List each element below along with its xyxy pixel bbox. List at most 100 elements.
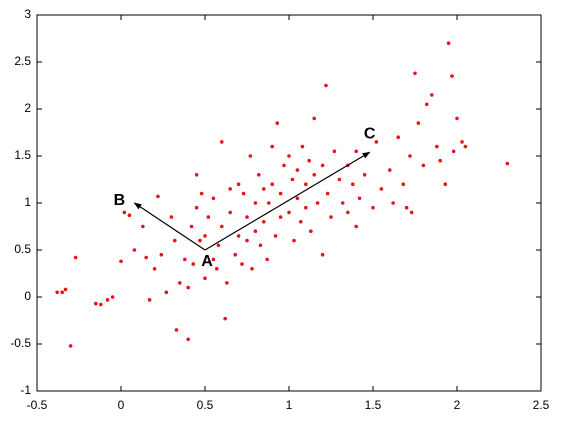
point — [413, 71, 417, 76]
point — [388, 168, 392, 172]
point — [329, 215, 333, 219]
y-tick-label: 1.5 — [14, 148, 31, 162]
point — [220, 140, 224, 144]
point — [421, 163, 426, 168]
point — [351, 182, 355, 186]
point — [211, 257, 216, 262]
point — [435, 144, 439, 149]
point — [267, 201, 271, 205]
point — [73, 255, 78, 260]
point — [408, 154, 412, 158]
point — [178, 281, 182, 285]
point — [362, 173, 367, 177]
point — [265, 257, 269, 262]
point — [152, 267, 157, 271]
point — [320, 163, 325, 168]
point — [273, 234, 278, 238]
x-tick-label: 0 — [118, 398, 125, 412]
point — [141, 224, 145, 229]
y-tick-label: 2 — [24, 101, 31, 115]
point — [169, 215, 174, 219]
point — [214, 267, 219, 271]
point — [409, 210, 414, 215]
point — [105, 298, 110, 302]
point — [253, 229, 258, 233]
point — [450, 74, 454, 78]
point — [225, 281, 229, 285]
point — [127, 213, 132, 218]
point — [424, 102, 429, 107]
x-tick-label: 2.5 — [533, 398, 550, 412]
point — [194, 205, 199, 210]
point — [312, 173, 317, 177]
arrow — [204, 151, 371, 251]
point — [262, 220, 266, 224]
y-tick-label: 0.5 — [14, 242, 31, 256]
point — [298, 220, 303, 224]
point — [186, 285, 190, 290]
point — [505, 161, 510, 166]
point — [295, 168, 300, 172]
point — [309, 229, 313, 233]
point — [198, 238, 202, 243]
point — [206, 215, 211, 219]
y-tick-label: 1 — [24, 195, 31, 209]
x-tick-label: 1 — [286, 398, 293, 412]
x-tick-label: 2 — [454, 398, 461, 412]
point — [186, 337, 190, 342]
point — [211, 196, 216, 201]
point — [275, 121, 280, 125]
point — [262, 187, 266, 191]
point — [248, 154, 253, 158]
point — [228, 210, 232, 215]
point — [174, 328, 179, 332]
point — [228, 187, 232, 191]
point — [304, 182, 308, 186]
point — [220, 224, 224, 229]
point — [60, 290, 64, 295]
point — [463, 144, 468, 149]
point — [282, 163, 286, 168]
point — [307, 158, 311, 163]
point — [253, 201, 258, 205]
point — [287, 154, 291, 158]
point — [68, 344, 73, 348]
point — [430, 93, 434, 97]
point — [223, 316, 227, 321]
x-tick-label: 1.5 — [365, 398, 382, 412]
point — [455, 116, 459, 121]
point — [233, 252, 238, 257]
point — [240, 262, 244, 266]
point — [159, 252, 164, 257]
point — [172, 238, 177, 243]
point — [245, 215, 249, 219]
point — [278, 191, 283, 196]
annotation-label: A — [201, 253, 213, 270]
point — [203, 276, 207, 281]
point — [99, 302, 103, 307]
annotation-label: C — [364, 125, 376, 142]
y-tick-label: 3 — [24, 7, 31, 21]
point — [55, 290, 59, 295]
point — [374, 140, 379, 144]
point — [315, 201, 320, 205]
point — [332, 149, 337, 154]
point — [216, 243, 221, 248]
point — [241, 191, 246, 196]
point — [203, 234, 207, 238]
x-tick-label: -0.5 — [27, 398, 48, 412]
point — [416, 121, 421, 125]
point — [132, 248, 137, 252]
point — [379, 187, 384, 191]
point — [292, 238, 296, 243]
point — [396, 135, 401, 139]
point — [199, 191, 204, 196]
point — [144, 255, 148, 260]
point — [404, 205, 409, 210]
point — [189, 224, 194, 229]
point — [191, 262, 196, 266]
point — [94, 301, 98, 306]
point — [295, 196, 300, 201]
